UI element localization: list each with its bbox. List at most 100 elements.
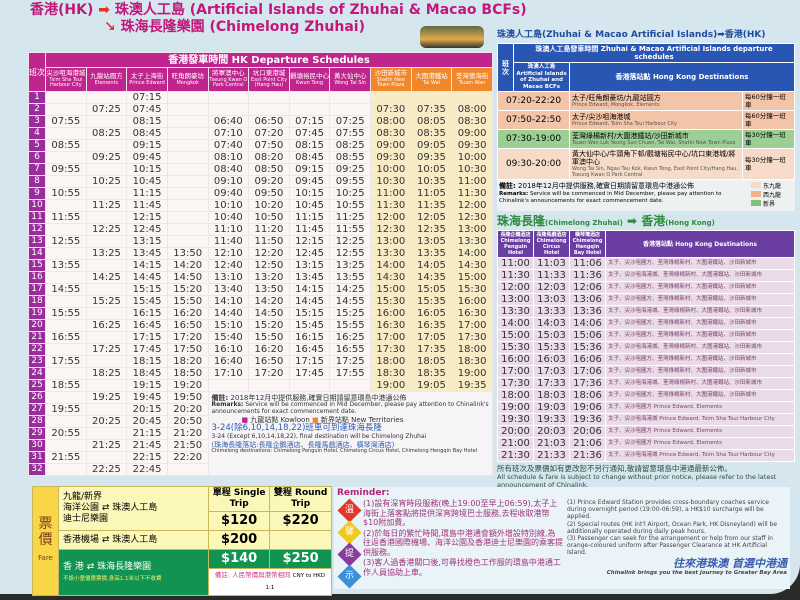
table-row: 1 07:15 xyxy=(28,91,493,104)
departure-time: 13:33 xyxy=(533,305,570,318)
route1-to: ⇄ 珠澳人工島 xyxy=(101,503,158,513)
departure-time: 17:10 xyxy=(207,367,250,380)
departure-time: 16:40 xyxy=(207,355,250,368)
departure-time: 13:25 xyxy=(85,247,128,260)
departure-time: 18:30 xyxy=(370,367,412,380)
departure-time: 11:40 xyxy=(207,235,250,248)
departure-time: 09:00 xyxy=(451,127,493,140)
dest-note-zh: (珠海長隆落站:長隆企鵝酒店、長隆馬戲酒店、橫琴灣酒店) xyxy=(211,440,395,449)
departure-time xyxy=(45,439,87,452)
stop-column-header: 觀塘裕民中心 Kwun Tong xyxy=(288,67,331,92)
departure-time: 07:55 xyxy=(45,115,87,128)
departure-time: 16:45 xyxy=(126,319,168,332)
departure-time: 16:45 xyxy=(288,343,331,356)
table-row: 28 20:25 20:45 20:50 xyxy=(28,415,493,428)
stop-name-zh: 荃灣德海街 xyxy=(455,72,489,80)
departure-time: 11:03 xyxy=(533,257,570,270)
departure-time: 15:25 xyxy=(329,307,371,320)
reminder-title: Reminder: xyxy=(337,488,390,498)
departure-time: 12:10 xyxy=(207,247,250,260)
trip-label: 班次 xyxy=(497,43,514,92)
departure-time: 18:03 xyxy=(533,389,570,402)
destinations: 太子、尖沙咀海港城、荃灣綠楊新村、大圍港鐵站、沙田新城市 xyxy=(605,341,795,354)
departure-time: 12:45 xyxy=(126,223,168,236)
stop-name-zh: 觀塘裕民中心 xyxy=(290,72,330,80)
departure-time xyxy=(45,151,87,164)
departure-time xyxy=(45,415,87,428)
departure-time: 13:45 xyxy=(288,271,331,284)
table-row: 30 21:25 21:45 21:50 xyxy=(28,439,493,452)
stop-column-header: 尖沙咀海港城 Tsim Sha Tsui Harbour City xyxy=(45,67,87,92)
departure-time: 16:10 xyxy=(207,343,250,356)
destination-2-label: 珠海長隆樂園 (Chimelong Zhuhai) xyxy=(120,19,365,35)
departure-time: 13:00 xyxy=(370,235,412,248)
departure-time: 10:00 xyxy=(370,163,412,176)
to-zh: 香港 xyxy=(641,214,666,228)
departure-time xyxy=(85,283,128,296)
table-row: 17:30 17:33 17:36 太子、尖沙咀海港城、荃灣綠楊新村、大圍港鐵站、沙田… xyxy=(497,377,795,390)
departure-time: 07:55 xyxy=(329,127,371,140)
trip-number: 22 xyxy=(28,343,46,356)
departure-time: 10:55 xyxy=(45,187,87,200)
stop-name-zh: 將軍澳中心 xyxy=(212,69,245,78)
route-note-zh: 3-24(除6,10,14,18,22)班車可到達珠海長隆 xyxy=(211,422,382,433)
route1-a: 海洋公園 xyxy=(63,503,100,513)
departure-time: 17:06 xyxy=(569,365,606,378)
table-row: 19 15:55 16:15 16:20 14:40 14:50 15:15 15:25 16:… xyxy=(28,307,493,320)
table-row: 21 16:55 17:15 17:20 15:40 15:50 16:15 16:25 17:… xyxy=(28,331,493,344)
departure-time: 17:35 xyxy=(410,343,453,356)
departure-time: 16:30 xyxy=(370,319,412,332)
column-header: 橫琴灣酒店 Chimelong Hengqin Bay Hotel xyxy=(569,230,606,258)
departure-time: 16:35 xyxy=(410,319,453,332)
departure-time: 12:06 xyxy=(569,281,606,294)
departure-time xyxy=(329,91,371,104)
time-range: 09:30-20:00 xyxy=(497,148,570,180)
departure-time: 07:50 xyxy=(248,139,290,152)
departure-time xyxy=(166,187,209,200)
table-row: 14 13:25 13:45 13:50 12:10 12:20 12:45 12:55 13:… xyxy=(28,247,493,260)
destinations: 太子/旺角朗豪坊/九龍站圓方 Prince Edward, Mongkok, El… xyxy=(569,91,743,111)
departure-time: 21:30 xyxy=(497,449,534,462)
departure-time: 21:36 xyxy=(569,449,606,462)
departure-time: 13:20 xyxy=(248,271,290,284)
notice-en: All schedule & fare is subject to change… xyxy=(497,473,777,489)
departure-time: 11:45 xyxy=(288,223,331,236)
departure-time: 12:55 xyxy=(329,247,371,260)
trip-number: 16 xyxy=(28,271,46,284)
departure-time: 17:05 xyxy=(410,331,453,344)
departure-time: 20:55 xyxy=(45,427,87,440)
table-row: 14:00 14:03 14:06 太子、尖沙咀圓方、荃灣綠楊新村、大圍港鐵站、沙田新… xyxy=(497,317,795,330)
departure-time xyxy=(85,403,128,416)
departure-time xyxy=(45,223,87,236)
departure-time: 16:50 xyxy=(166,319,209,332)
departure-time xyxy=(329,379,371,392)
reminder-1-zh: (1)設有深宵時段服務(晚上19:00至早上06:59),太子上海街上落客點將提… xyxy=(363,499,558,527)
trip-number: 1 xyxy=(28,91,46,104)
table-row: 12 12:25 12:45 11:10 11:20 11:45 11:55 12:30 12:… xyxy=(28,223,493,236)
trip-number: 2 xyxy=(28,103,46,116)
departure-time: 14:00 xyxy=(370,259,412,272)
departure-time xyxy=(207,103,250,116)
departure-time: 10:45 xyxy=(288,199,331,212)
departure-time: 12:45 xyxy=(288,247,331,260)
stop-name-en: Shatin New Town Plaza xyxy=(376,76,406,89)
reminder-2-en: (2) Special routes (HK int'l Airport, Oc… xyxy=(567,520,778,535)
departure-time: 13:36 xyxy=(569,305,606,318)
table-row: 19:30 19:33 19:36 太子、尖沙咀海港城 Prince Edward, … xyxy=(497,413,795,426)
departure-time: 13:50 xyxy=(248,283,290,296)
remarks-label-en: Remarks: xyxy=(211,401,244,409)
departure-time: 11:15 xyxy=(126,187,168,200)
stop-column-header: 沙田新城市 Shatin New Town Plaza xyxy=(370,67,412,92)
badge-char: 提 xyxy=(344,548,355,559)
departure-time: 18:06 xyxy=(569,389,606,402)
trip-number: 18 xyxy=(28,295,46,308)
swatch-icon xyxy=(751,182,761,188)
trip-number: 8 xyxy=(28,175,46,188)
departure-time: 15:20 xyxy=(166,283,209,296)
departure-time: 21:15 xyxy=(126,427,168,440)
islands-departure-table: 班次 珠澳人工島發車時間 Zhuhai & Macao Artificial Is… xyxy=(497,43,795,180)
departure-time: 15:50 xyxy=(248,331,290,344)
trip-number: 4 xyxy=(28,127,46,140)
departure-time: 15:30 xyxy=(497,341,534,354)
